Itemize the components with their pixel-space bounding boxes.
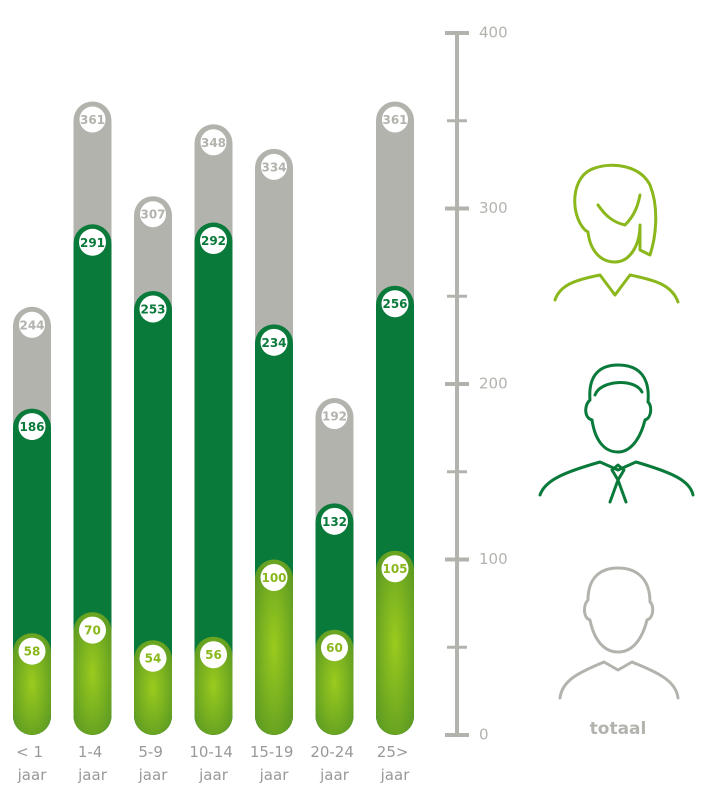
value-label: 54: [145, 652, 162, 666]
x-tick-line: jaar: [259, 766, 290, 784]
value-label-bg: [79, 616, 106, 644]
x-tick-label: 20-24 jaar: [310, 743, 358, 784]
bar: [73, 612, 112, 735]
value-label: 70: [84, 624, 101, 638]
x-tick-line: 25>: [377, 743, 413, 761]
icon-woman: [553, 163, 680, 304]
value-label: 334: [261, 160, 286, 174]
value-label: 192: [322, 410, 347, 424]
value-label: 307: [140, 208, 165, 222]
value-label: 256: [382, 297, 407, 311]
value-label-bg: [320, 402, 349, 431]
x-tick-line: jaar: [380, 766, 411, 784]
value-label: 105: [382, 562, 407, 576]
value-label: 348: [201, 136, 226, 150]
x-tick-line: jaar: [319, 766, 350, 784]
value-label-bg: [78, 105, 107, 134]
value-label: 361: [80, 113, 105, 127]
x-tick-line: 10-14: [189, 743, 237, 761]
y-tick-label: 200: [479, 375, 508, 393]
value-label: 186: [19, 420, 44, 434]
value-label: 253: [140, 302, 165, 316]
value-label: 234: [261, 336, 286, 350]
value-label: 244: [19, 318, 44, 332]
x-tick-label: 1-4 jaar: [77, 743, 108, 784]
x-tick-line: 1-4: [78, 743, 107, 761]
x-tick-label: 25> jaar: [377, 743, 413, 784]
bar: [194, 222, 233, 736]
value-label-bg: [79, 228, 106, 256]
value-label-bg: [260, 328, 288, 356]
value-label-bg: [18, 413, 46, 441]
x-tick-line: jaar: [77, 766, 108, 784]
x-tick-line: 5-9: [138, 743, 167, 761]
value-label-bg: [260, 564, 288, 591]
icon-man: [538, 363, 695, 504]
value-label-bg: [18, 310, 46, 339]
y-tick-label: 300: [479, 199, 508, 217]
value-label-bg: [381, 290, 409, 318]
value-label: 361: [382, 113, 407, 127]
bar: [255, 559, 293, 735]
value-label-bg: [199, 128, 228, 157]
x-tick-line: jaar: [17, 766, 48, 784]
value-label-bg: [321, 507, 348, 535]
value-label: 56: [205, 648, 222, 662]
value-label-bg: [139, 295, 167, 323]
y-tick-label: 400: [479, 24, 508, 42]
value-label: 292: [201, 234, 226, 248]
value-label-bg: [139, 200, 167, 229]
value-label: 60: [326, 641, 343, 655]
value-label-bg: [381, 105, 409, 134]
value-label: 132: [322, 515, 347, 529]
value-label-bg: [200, 641, 227, 669]
bar: [134, 290, 172, 735]
y-tick-label: 0: [479, 726, 489, 744]
bar: [73, 224, 112, 736]
x-tick-label: < 1 jaar: [16, 743, 48, 784]
x-tick-line: 20-24: [310, 743, 358, 761]
icon-total: [558, 566, 680, 700]
value-label-bg: [18, 637, 46, 665]
x-tick-label: 10-14 jaar: [189, 743, 237, 784]
x-tick-line: jaar: [198, 766, 229, 784]
value-label-bg: [381, 555, 409, 583]
value-label-bg: [139, 644, 167, 672]
value-label: 100: [261, 571, 286, 585]
value-label: 58: [24, 645, 41, 659]
legend-label: totaal: [590, 719, 647, 739]
value-label-bg: [321, 634, 348, 662]
x-tick-line: < 1: [16, 743, 48, 761]
x-tick-line: jaar: [138, 766, 169, 784]
x-tick-label: 15-19 jaar: [250, 743, 298, 784]
value-label-bg: [260, 152, 288, 181]
x-tick-label: 5-9 jaar: [138, 743, 169, 784]
legend-icons: [538, 163, 695, 700]
y-tick-label: 100: [479, 550, 508, 568]
value-label: 291: [80, 236, 105, 250]
x-tick-line: 15-19: [250, 743, 298, 761]
bar: [376, 550, 414, 735]
value-label-bg: [200, 227, 227, 255]
